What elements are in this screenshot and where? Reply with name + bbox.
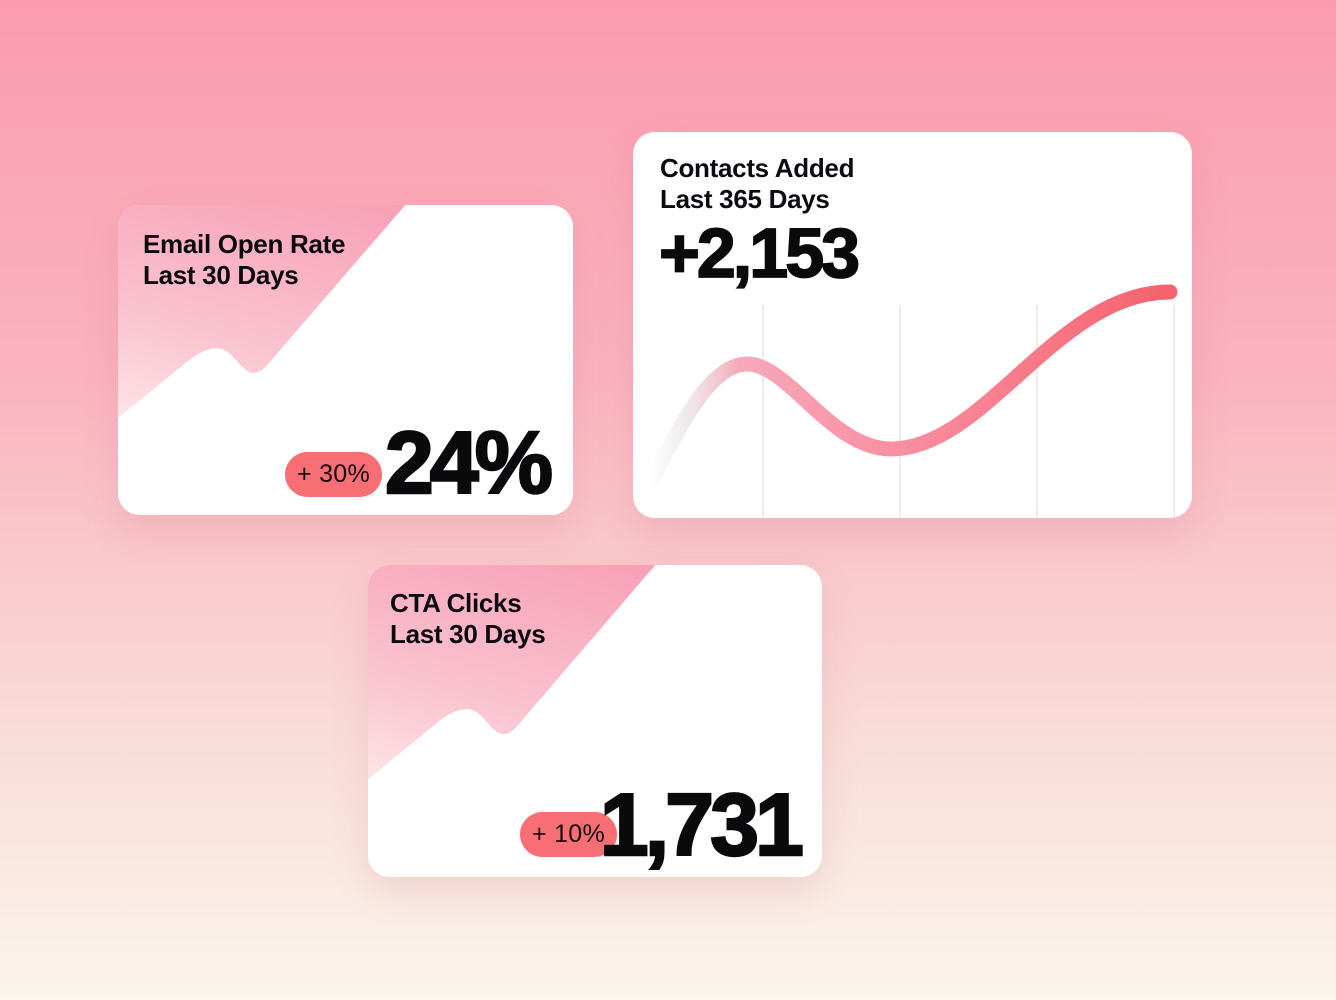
contacts-line-chart bbox=[642, 284, 1178, 518]
title-line-2: Last 30 Days bbox=[143, 260, 299, 290]
kpi-value: 24% bbox=[384, 413, 555, 512]
title-line-2: Last 365 Days bbox=[660, 184, 830, 214]
card-contacts-added: Contacts Added Last 365 Days +2,153 bbox=[633, 132, 1192, 518]
card-title: Email Open Rate Last 30 Days bbox=[143, 229, 345, 291]
delta-badge-label: + 10% bbox=[531, 820, 606, 848]
delta-badge: + 10% bbox=[520, 812, 617, 857]
chart-gridlines bbox=[762, 305, 1175, 518]
kpi-value: 1,731 bbox=[599, 775, 806, 874]
card-cta-clicks: CTA Clicks Last 30 Days + 10% 1,731 bbox=[368, 565, 822, 877]
delta-badge: + 30% bbox=[285, 452, 382, 497]
title-line-1: Contacts Added bbox=[660, 153, 855, 183]
delta-badge-label: + 30% bbox=[296, 460, 371, 488]
card-email-open-rate: Email Open Rate Last 30 Days + 30% 24% bbox=[118, 205, 573, 515]
title-line-1: Email Open Rate bbox=[143, 229, 346, 259]
card-title: Contacts Added Last 365 Days bbox=[660, 153, 854, 215]
kpi-value: +2,153 bbox=[658, 214, 861, 292]
trend-line bbox=[642, 284, 1178, 491]
title-line-2: Last 30 Days bbox=[390, 619, 546, 649]
title-line-1: CTA Clicks bbox=[390, 588, 522, 618]
card-title: CTA Clicks Last 30 Days bbox=[390, 588, 546, 650]
